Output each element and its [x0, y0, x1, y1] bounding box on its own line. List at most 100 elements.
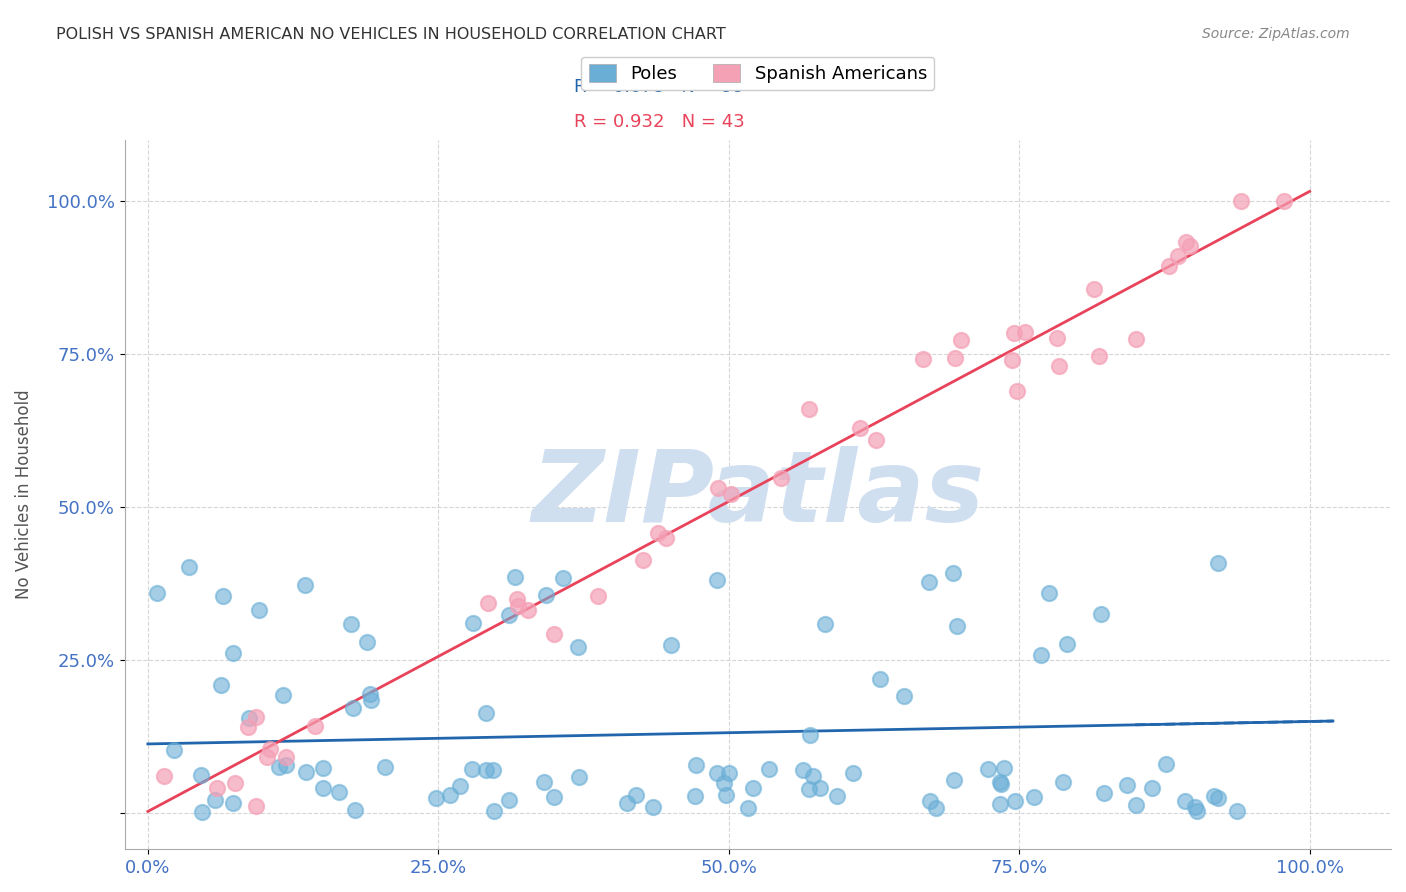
- Point: [425, 790, 447, 805]
- Point: [294, 578, 316, 592]
- Point: [977, 762, 1000, 776]
- Point: [508, 599, 530, 613]
- Point: [356, 635, 378, 649]
- Point: [1002, 326, 1025, 340]
- Point: [247, 603, 270, 617]
- Point: [849, 420, 872, 434]
- Text: ZIPatlas: ZIPatlas: [531, 446, 984, 543]
- Point: [224, 776, 246, 790]
- Y-axis label: No Vehicles in Household: No Vehicles in Household: [15, 390, 32, 599]
- Point: [1272, 194, 1295, 208]
- Point: [792, 764, 814, 778]
- Point: [498, 793, 520, 807]
- Legend: Poles, Spanish Americans: Poles, Spanish Americans: [581, 57, 934, 90]
- Point: [1090, 607, 1112, 621]
- Point: [259, 741, 281, 756]
- Point: [461, 762, 484, 776]
- Point: [706, 765, 728, 780]
- Point: [737, 801, 759, 815]
- Point: [942, 566, 965, 580]
- Point: [717, 766, 740, 780]
- Point: [449, 780, 471, 794]
- Point: [1116, 779, 1139, 793]
- Point: [813, 617, 835, 632]
- Point: [1125, 798, 1147, 813]
- Point: [506, 592, 529, 607]
- Point: [643, 800, 665, 814]
- Point: [1187, 804, 1209, 818]
- Point: [179, 560, 201, 574]
- Point: [920, 794, 942, 808]
- Point: [568, 770, 591, 784]
- Point: [654, 532, 676, 546]
- Point: [825, 789, 848, 803]
- Point: [707, 481, 730, 495]
- Point: [1125, 332, 1147, 346]
- Point: [312, 780, 335, 795]
- Point: [1083, 282, 1105, 296]
- Point: [1174, 794, 1197, 808]
- Point: [925, 801, 948, 815]
- Point: [567, 640, 589, 655]
- Point: [152, 769, 174, 783]
- Point: [191, 805, 214, 820]
- Point: [342, 700, 364, 714]
- Point: [1029, 648, 1052, 662]
- Point: [204, 793, 226, 807]
- Point: [543, 627, 565, 641]
- Point: [1226, 804, 1249, 818]
- Point: [624, 788, 647, 802]
- Point: [533, 774, 555, 789]
- Point: [1005, 384, 1028, 398]
- Point: [633, 553, 655, 567]
- Point: [484, 804, 506, 818]
- Point: [534, 588, 557, 602]
- Point: [1178, 239, 1201, 253]
- Point: [911, 352, 934, 367]
- Point: [616, 797, 638, 811]
- Point: [893, 690, 915, 704]
- Point: [163, 743, 186, 757]
- Point: [716, 789, 738, 803]
- Point: [222, 646, 245, 660]
- Point: [1140, 781, 1163, 796]
- Point: [543, 790, 565, 805]
- Point: [475, 706, 498, 721]
- Point: [1167, 249, 1189, 263]
- Point: [359, 687, 381, 701]
- Point: [209, 678, 232, 692]
- Point: [1159, 259, 1181, 273]
- Point: [328, 785, 350, 799]
- Point: [1208, 791, 1230, 805]
- Point: [685, 758, 707, 772]
- Point: [683, 789, 706, 803]
- Point: [647, 526, 669, 541]
- Point: [245, 710, 267, 724]
- Point: [865, 433, 887, 447]
- Point: [1046, 331, 1069, 345]
- Point: [918, 574, 941, 589]
- Point: [304, 718, 326, 732]
- Point: [271, 689, 294, 703]
- Point: [713, 776, 735, 790]
- Text: R = 0.078   N = 99: R = 0.078 N = 99: [574, 78, 745, 95]
- Point: [256, 750, 278, 764]
- Point: [1229, 194, 1251, 209]
- Point: [236, 720, 259, 734]
- Point: [799, 781, 821, 796]
- Point: [586, 590, 609, 604]
- Point: [943, 773, 966, 788]
- Point: [517, 603, 540, 617]
- Point: [1202, 789, 1225, 803]
- Point: [374, 760, 396, 774]
- Point: [274, 749, 297, 764]
- Point: [993, 761, 1015, 775]
- Point: [312, 761, 335, 775]
- Point: [1047, 359, 1070, 373]
- Point: [950, 333, 973, 347]
- Point: [1022, 789, 1045, 804]
- Point: [340, 616, 363, 631]
- Text: R = 0.932   N = 43: R = 0.932 N = 43: [574, 113, 745, 131]
- Point: [990, 777, 1012, 791]
- Point: [1014, 325, 1036, 339]
